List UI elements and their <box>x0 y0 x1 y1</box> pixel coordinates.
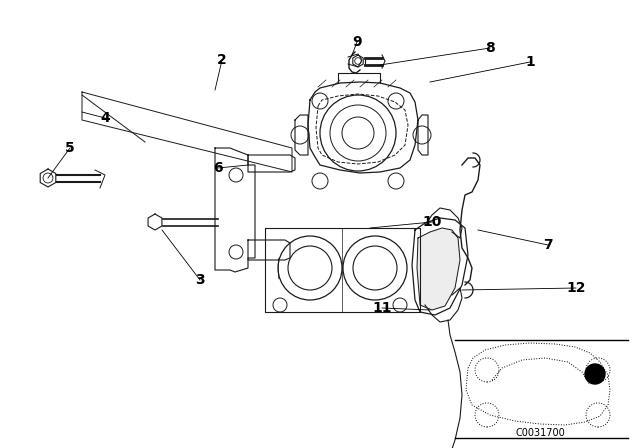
Polygon shape <box>417 228 460 310</box>
Text: C0031700: C0031700 <box>515 428 565 438</box>
Text: 7: 7 <box>543 238 553 252</box>
Text: 4: 4 <box>100 111 110 125</box>
Circle shape <box>585 364 605 384</box>
Text: 10: 10 <box>422 215 442 229</box>
Text: 1: 1 <box>525 55 535 69</box>
Text: 6: 6 <box>213 161 223 175</box>
Text: 12: 12 <box>566 281 586 295</box>
Text: 9: 9 <box>352 35 362 49</box>
Text: 11: 11 <box>372 301 392 315</box>
Text: 8: 8 <box>485 41 495 55</box>
Text: 2: 2 <box>217 53 227 67</box>
Text: 5: 5 <box>65 141 75 155</box>
Text: 3: 3 <box>195 273 205 287</box>
